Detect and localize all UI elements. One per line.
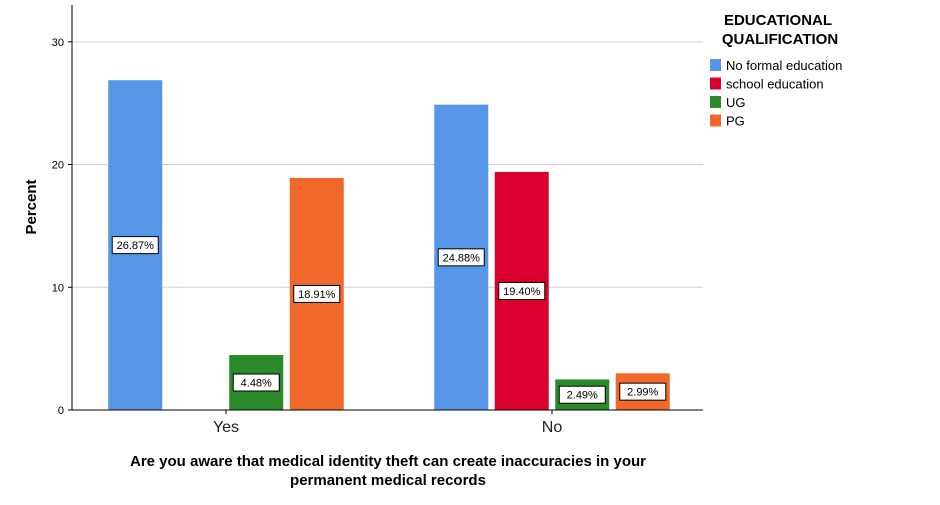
data-label-box bbox=[498, 281, 546, 300]
legend-swatch bbox=[710, 96, 721, 108]
data-label: 18.91% bbox=[298, 289, 336, 301]
data-label: 26.87% bbox=[117, 240, 155, 252]
legend-label: school education bbox=[726, 77, 824, 92]
y-tick-label: 0 bbox=[58, 405, 64, 417]
bars bbox=[108, 80, 670, 411]
data-labels: 26.87% 4.48% 18.91% 24.88% 19.40% 2.49% 2.99% bbox=[111, 236, 667, 404]
legend: EDUCATIONAL QUALIFICATION No formal educ… bbox=[710, 12, 842, 129]
x-category-label: Yes bbox=[213, 419, 239, 436]
x-axis-title-line-1: Are you aware that medical identity thef… bbox=[130, 453, 646, 470]
x-category-label: No bbox=[542, 419, 563, 436]
axes bbox=[71, 5, 703, 411]
legend-label: No formal education bbox=[726, 58, 842, 73]
data-label-box bbox=[437, 248, 485, 267]
data-label: 24.88% bbox=[443, 252, 481, 264]
data-label: 4.48% bbox=[241, 378, 272, 390]
legend-label: PG bbox=[726, 114, 745, 129]
y-axis-title: Percent bbox=[23, 179, 40, 234]
x-axis-title-line-2: permanent medical records bbox=[290, 472, 486, 489]
data-label: 2.49% bbox=[567, 390, 598, 402]
data-label: 2.99% bbox=[627, 387, 658, 399]
data-label-box bbox=[619, 382, 667, 401]
data-label-box bbox=[293, 284, 341, 303]
y-tick-label: 20 bbox=[52, 160, 64, 172]
legend-swatch bbox=[710, 114, 721, 127]
legend-title-line-1: EDUCATIONAL bbox=[724, 12, 832, 29]
legend-items: No formal education school education UG PG bbox=[710, 58, 842, 129]
y-tick-label: 30 bbox=[52, 37, 64, 49]
grid-lines bbox=[72, 41, 703, 288]
y-tick-label: 10 bbox=[52, 282, 64, 294]
x-category-labels: Yes No bbox=[213, 410, 562, 436]
legend-title-line-2: QUALIFICATION bbox=[722, 31, 838, 48]
legend-swatch bbox=[710, 59, 721, 71]
data-label-box bbox=[232, 373, 280, 392]
data-label-box bbox=[111, 236, 159, 255]
data-label-box bbox=[558, 385, 606, 404]
y-ticks: 0 10 20 30 bbox=[52, 37, 72, 417]
data-label: 19.40% bbox=[503, 286, 541, 298]
legend-label: UG bbox=[726, 95, 746, 110]
legend-swatch bbox=[710, 77, 721, 90]
